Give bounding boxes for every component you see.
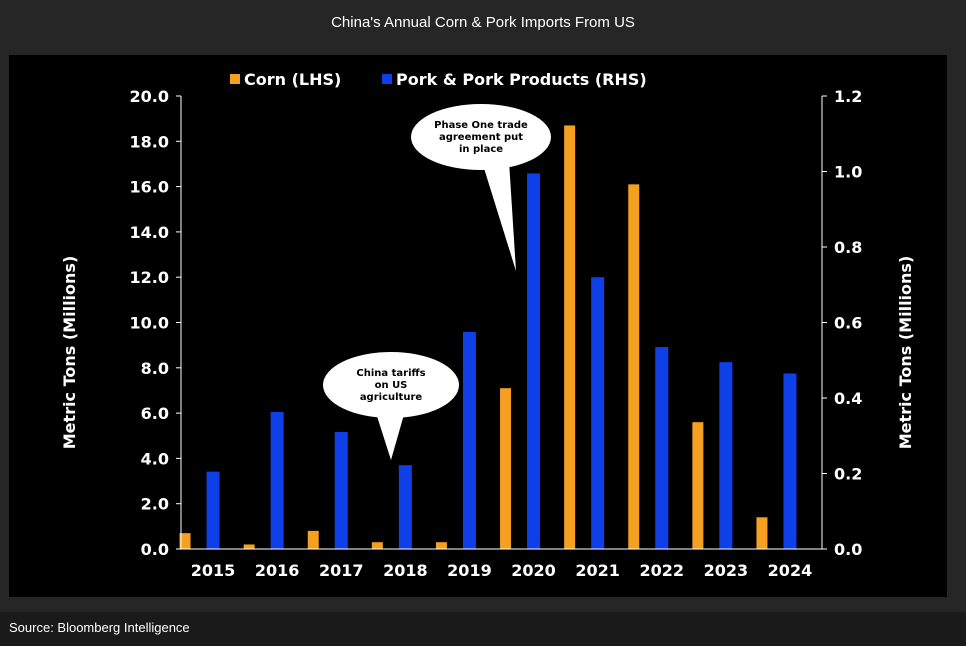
right-tick-label: 0.4 [834, 389, 862, 408]
x-tick-label: 2019 [447, 561, 492, 580]
bar-corn-2020 [500, 388, 512, 549]
chart-area: Corn (LHS) Pork & Pork Products (RHS) 0.0… [9, 55, 947, 597]
x-tick-label: 2020 [511, 561, 556, 580]
x-tick-label: 2015 [191, 561, 236, 580]
legend-label: Corn (LHS) [244, 70, 341, 89]
annotation-pointer [375, 410, 405, 460]
legend-label: Pork & Pork Products (RHS) [396, 70, 647, 89]
x-tick-label: 2017 [319, 561, 364, 580]
left-tick-label: 10.0 [130, 314, 169, 333]
right-tick-label: 0.2 [834, 465, 862, 484]
bar-pork-2017 [334, 431, 348, 549]
bar-corn-2019 [435, 542, 447, 549]
right-axis-title: Metric Tons (Millions) [896, 256, 915, 450]
bar-pork-2021 [591, 277, 605, 549]
left-tick-label: 6.0 [141, 404, 169, 423]
bar-pork-2023 [719, 362, 733, 549]
bar-corn-2018 [371, 542, 383, 549]
bar-pork-2016 [270, 411, 284, 549]
right-tick-label: 1.2 [834, 87, 862, 106]
annotation-text: on US [375, 380, 408, 391]
bar-corn-2017 [307, 530, 319, 549]
left-tick-label: 18.0 [130, 132, 169, 151]
bar-pork-2024 [783, 373, 797, 549]
bar-corn-2023 [692, 422, 704, 549]
right-tick-label: 1.0 [834, 163, 862, 182]
bar-pork-2015 [206, 471, 220, 549]
left-tick-label: 2.0 [141, 495, 169, 514]
legend-swatch [382, 74, 392, 84]
bar-corn-2021 [564, 125, 576, 549]
bar-pork-2020 [527, 173, 541, 549]
annotation-text: Phase One trade [434, 120, 528, 131]
annotation-text: agriculture [360, 392, 423, 403]
chart-title: China's Annual Corn & Pork Imports From … [331, 13, 635, 31]
right-tick-label: 0.6 [834, 314, 862, 333]
bar-corn-2016 [243, 544, 255, 549]
x-tick-label: 2024 [768, 561, 813, 580]
x-tick-label: 2021 [575, 561, 620, 580]
left-tick-label: 12.0 [130, 268, 169, 287]
left-tick-label: 20.0 [130, 87, 169, 106]
left-tick-label: 0.0 [141, 540, 169, 559]
x-tick-label: 2023 [704, 561, 749, 580]
annotation-pointer [483, 161, 516, 271]
x-tick-label: 2022 [639, 561, 684, 580]
right-tick-label: 0.8 [834, 238, 862, 257]
source-footer: Source: Bloomberg Intelligence [0, 612, 966, 646]
chart-svg: Corn (LHS) Pork & Pork Products (RHS) 0.0… [60, 70, 915, 580]
chart-title-bar: China's Annual Corn & Pork Imports From … [0, 0, 966, 44]
bar-corn-2015 [179, 533, 191, 549]
annotation-bubble [411, 104, 551, 170]
source-text: Source: Bloomberg Intelligence [9, 620, 190, 635]
bar-corn-2024 [756, 517, 768, 549]
left-axis-title: Metric Tons (Millions) [60, 256, 79, 450]
bar-pork-2018 [398, 465, 412, 549]
left-tick-label: 4.0 [141, 449, 169, 468]
left-tick-label: 8.0 [141, 359, 169, 378]
right-tick-label: 0.0 [834, 540, 862, 559]
x-tick-label: 2016 [255, 561, 300, 580]
legend-swatch [230, 74, 240, 84]
bar-pork-2019 [462, 331, 476, 549]
x-tick-label: 2018 [383, 561, 428, 580]
left-tick-label: 16.0 [130, 178, 169, 197]
annotation-text: China tariffs [356, 368, 425, 379]
bar-corn-2022 [628, 184, 640, 549]
annotation-text: agreement put [439, 132, 523, 143]
left-tick-label: 14.0 [130, 223, 169, 242]
annotation-text: in place [459, 144, 503, 155]
annotation-bubble [323, 352, 459, 418]
bar-pork-2022 [655, 347, 669, 549]
